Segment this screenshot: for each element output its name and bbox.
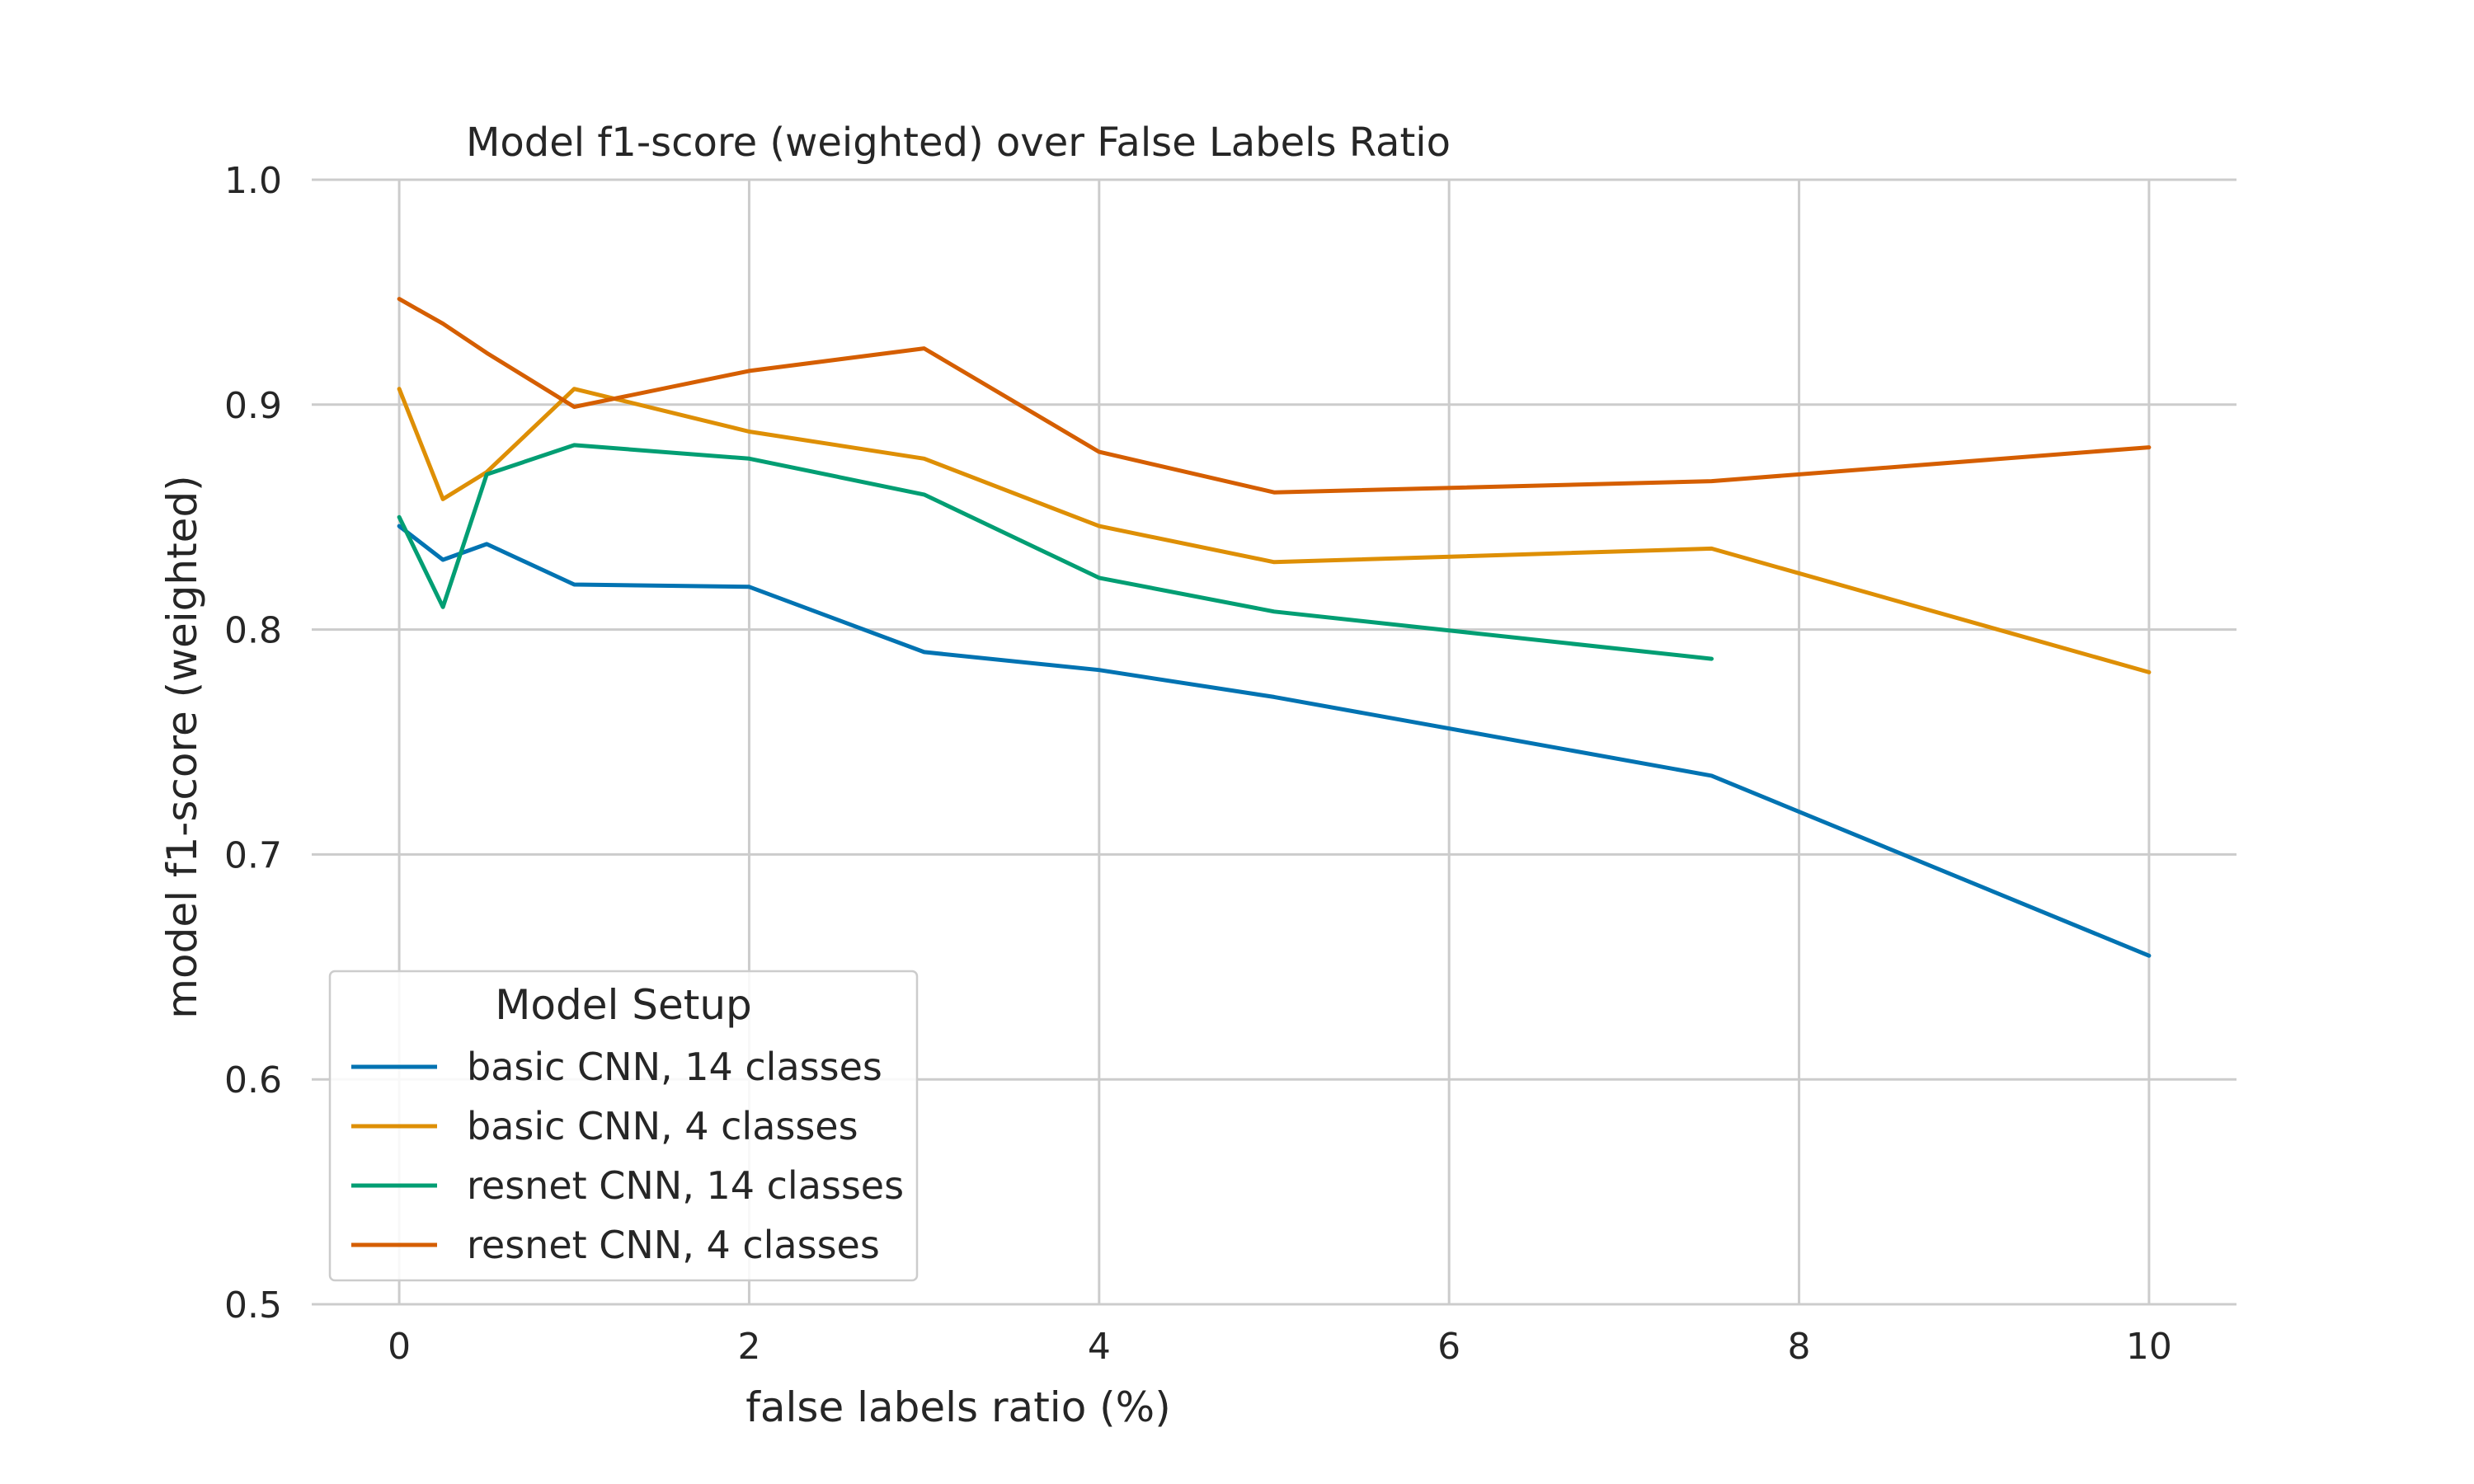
y-tick-label: 0.6 xyxy=(224,1059,282,1101)
legend-box xyxy=(328,970,919,1282)
legend-entries: basic CNN, 14 classes basic CNN, 4 classe… xyxy=(351,1045,904,1267)
x-tick-label: 2 xyxy=(737,1326,760,1368)
chart-title: Model f1-score (weighted) over False Lab… xyxy=(466,120,1451,166)
y-tick-label: 0.8 xyxy=(224,610,282,652)
x-tick-label: 6 xyxy=(1437,1326,1460,1368)
x-tick-label: 0 xyxy=(388,1326,411,1368)
y-tick-label: 0.7 xyxy=(224,834,282,876)
series-line xyxy=(397,524,2152,958)
y-axis-label: model f1-score (weighted) xyxy=(158,475,206,1018)
y-tick-label: 1.0 xyxy=(224,160,282,202)
legend-entry-label: basic CNN, 4 classes xyxy=(467,1104,858,1148)
legend-title: Model Setup xyxy=(495,981,752,1029)
legend-entry-label: basic CNN, 14 classes xyxy=(467,1045,882,1089)
series-line xyxy=(397,297,2152,495)
x-tick-label: 10 xyxy=(2126,1326,2172,1368)
legend-entry-label: resnet CNN, 14 classes xyxy=(467,1163,904,1208)
x-tick-label: 8 xyxy=(1788,1326,1811,1368)
series-line xyxy=(397,443,1714,661)
x-tick-label: 4 xyxy=(1088,1326,1111,1368)
y-tick-label: 0.9 xyxy=(224,385,282,427)
y-tick-label: 0.5 xyxy=(224,1284,282,1327)
x-axis-label: false labels ratio (%) xyxy=(745,1383,1170,1431)
tick-labels: 0.5 0.6 0.7 0.8 0.9 1.0 0 2 4 6 8 10 xyxy=(224,160,2172,1368)
legend-entry-label: resnet CNN, 4 classes xyxy=(467,1223,880,1267)
series-line xyxy=(397,387,2152,674)
series-lines xyxy=(397,297,2152,958)
